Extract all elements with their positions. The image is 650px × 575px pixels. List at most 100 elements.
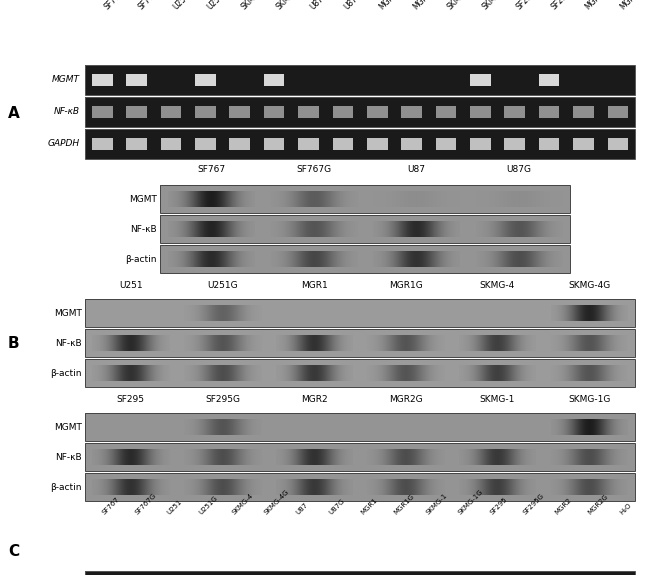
Bar <box>126 106 147 118</box>
Bar <box>401 137 422 150</box>
Bar <box>470 74 491 86</box>
Text: MGR1: MGR1 <box>377 0 400 12</box>
Bar <box>85 129 635 159</box>
Bar <box>470 137 491 150</box>
Bar <box>504 106 525 118</box>
Bar <box>401 106 422 118</box>
Text: MGR2G: MGR2G <box>586 493 609 515</box>
Text: U87: U87 <box>295 501 309 515</box>
Bar <box>92 74 112 86</box>
Bar <box>85 65 635 95</box>
Text: SKMG-4: SKMG-4 <box>240 0 267 12</box>
Text: U251: U251 <box>166 498 183 515</box>
Bar <box>85 329 635 357</box>
Bar <box>573 137 593 150</box>
Text: A: A <box>8 105 20 121</box>
Bar <box>367 106 387 118</box>
Text: SKMG-1: SKMG-1 <box>480 395 515 404</box>
Text: MGR2G: MGR2G <box>618 0 644 12</box>
Text: U87G: U87G <box>328 497 346 515</box>
Bar <box>92 106 112 118</box>
Text: MGR1G: MGR1G <box>393 493 415 515</box>
Bar <box>504 137 525 150</box>
Text: SF295: SF295 <box>515 0 538 12</box>
Text: NF-κB: NF-κB <box>131 224 157 233</box>
Text: SF767G: SF767G <box>296 165 332 174</box>
Text: U251: U251 <box>171 0 191 12</box>
Bar <box>85 97 635 127</box>
Text: SKMG-4G: SKMG-4G <box>568 281 610 290</box>
Bar <box>126 137 147 150</box>
Text: SF767: SF767 <box>197 165 226 174</box>
Text: SF295G: SF295G <box>205 395 240 404</box>
Bar <box>539 106 560 118</box>
Bar <box>160 245 570 273</box>
Bar <box>195 106 216 118</box>
Text: U251G: U251G <box>198 494 219 515</box>
Bar <box>85 413 635 441</box>
Bar <box>264 106 285 118</box>
Text: SKMG-4: SKMG-4 <box>480 281 515 290</box>
Bar <box>539 74 560 86</box>
Text: SKMG-1G: SKMG-1G <box>457 488 484 515</box>
Bar <box>85 329 635 357</box>
Text: β-actin: β-actin <box>51 482 82 492</box>
Bar <box>85 359 635 387</box>
Bar <box>470 106 491 118</box>
Text: SKMG-1G: SKMG-1G <box>480 0 512 12</box>
Bar <box>229 106 250 118</box>
Text: SKMG-4: SKMG-4 <box>231 492 254 515</box>
Text: SF295: SF295 <box>117 395 145 404</box>
Text: SF767G: SF767G <box>133 492 157 515</box>
Bar <box>85 299 635 327</box>
Bar <box>160 215 570 243</box>
Bar <box>85 97 635 127</box>
Text: NF-κB: NF-κB <box>55 339 82 347</box>
Text: MGR2: MGR2 <box>584 0 606 12</box>
Text: MGR1G: MGR1G <box>389 281 422 290</box>
Bar <box>608 137 628 150</box>
Text: U251: U251 <box>119 281 142 290</box>
Bar <box>298 137 318 150</box>
Text: MGMT: MGMT <box>54 423 82 431</box>
Bar <box>436 106 456 118</box>
Text: MGMT: MGMT <box>129 194 157 204</box>
Text: B: B <box>8 336 20 351</box>
Bar <box>160 215 570 243</box>
Bar <box>85 443 635 471</box>
Text: MGR1: MGR1 <box>360 496 379 515</box>
Bar <box>85 473 635 501</box>
Bar <box>85 473 635 501</box>
Bar <box>264 74 285 86</box>
Text: C: C <box>8 543 19 558</box>
Text: NF-κB: NF-κB <box>54 108 80 117</box>
Text: SF295G: SF295G <box>522 492 545 515</box>
Text: U87G: U87G <box>506 165 531 174</box>
Text: SF767G: SF767G <box>136 0 164 12</box>
Text: U87: U87 <box>309 0 326 12</box>
Bar <box>85 443 635 471</box>
Bar <box>85 413 635 441</box>
Text: SKMG-1: SKMG-1 <box>424 492 448 515</box>
Text: SF767: SF767 <box>101 496 121 515</box>
Text: SKMG-4G: SKMG-4G <box>274 0 306 12</box>
Bar <box>85 299 635 327</box>
Bar <box>161 137 181 150</box>
Bar <box>85 571 635 575</box>
Text: SKMG-1: SKMG-1 <box>446 0 473 12</box>
Text: SF767: SF767 <box>102 0 125 12</box>
Text: MGR2G: MGR2G <box>389 395 422 404</box>
Bar <box>85 359 635 387</box>
Bar <box>160 245 570 273</box>
Bar <box>333 137 353 150</box>
Bar <box>264 137 285 150</box>
Text: H₂O: H₂O <box>619 501 632 515</box>
Text: U87: U87 <box>408 165 425 174</box>
Text: β-actin: β-actin <box>125 255 157 263</box>
Text: MGR2: MGR2 <box>301 395 328 404</box>
Bar <box>229 137 250 150</box>
Bar <box>367 137 387 150</box>
Bar <box>298 106 318 118</box>
Text: β-actin: β-actin <box>51 369 82 378</box>
Text: SF295: SF295 <box>489 496 509 515</box>
